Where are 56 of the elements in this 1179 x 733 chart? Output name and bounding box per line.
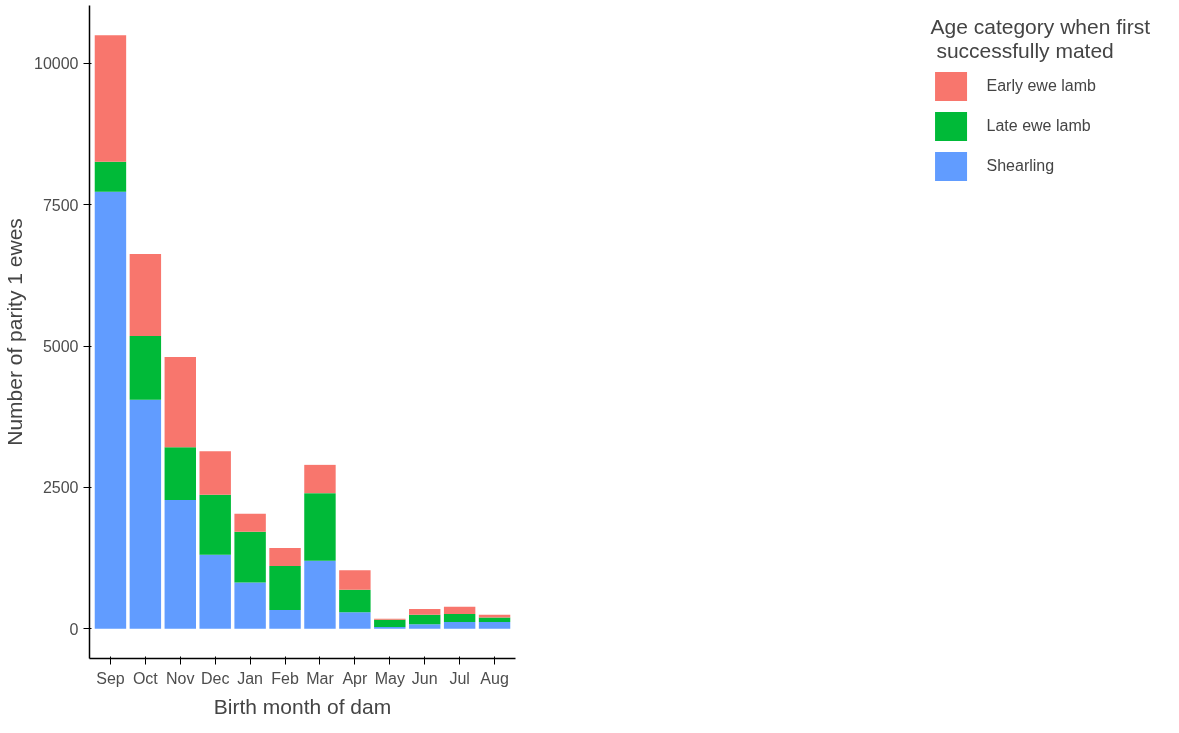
x-tick-label: Dec <box>200 669 230 687</box>
bar <box>443 614 476 623</box>
bar <box>129 253 162 336</box>
x-tick-label: Feb <box>271 669 299 687</box>
x-tick-label: Jul <box>449 669 470 687</box>
bar <box>164 499 196 629</box>
bar <box>199 494 231 555</box>
bar <box>304 560 336 629</box>
bar <box>199 451 231 495</box>
bar <box>269 609 301 629</box>
y-tick-label: 10000 <box>34 55 79 73</box>
bar <box>234 513 266 532</box>
bar <box>409 609 441 615</box>
x-tick-label: Mar <box>306 669 335 687</box>
bar <box>339 589 371 613</box>
bar <box>234 531 266 583</box>
bar <box>409 624 441 629</box>
legend-label: Early ewe lamb <box>986 77 1096 95</box>
bar <box>199 554 231 629</box>
x-tick-label: Sep <box>96 669 125 687</box>
bar <box>478 622 511 629</box>
bar <box>129 335 162 400</box>
legend-title: Age category when first successfully mated <box>930 15 1150 63</box>
bar <box>478 614 511 618</box>
x-tick-label: Oct <box>132 669 159 687</box>
bar <box>409 614 441 625</box>
x-tick-label: Nov <box>166 669 195 687</box>
x-tick-label: May <box>374 669 405 687</box>
y-tick-label: 7500 <box>42 196 79 214</box>
y-tick-label: 5000 <box>42 338 79 356</box>
x-tick-label: Aug <box>480 669 509 687</box>
bar <box>269 547 301 567</box>
bar <box>443 606 476 615</box>
bar <box>443 622 476 629</box>
bar <box>129 399 162 629</box>
bar <box>164 356 196 448</box>
legend-label: Shearling <box>986 157 1055 175</box>
bar <box>94 35 127 162</box>
bar <box>164 447 196 500</box>
bar <box>269 566 301 610</box>
bar <box>304 493 336 561</box>
legend-label: Late ewe lamb <box>986 117 1091 135</box>
bar <box>234 582 266 629</box>
y-tick-label: 2500 <box>42 479 79 497</box>
bar <box>339 612 371 629</box>
y-tick-label: 0 <box>69 620 79 638</box>
x-axis-title: Birth month of dam <box>213 694 392 718</box>
bar <box>374 619 406 628</box>
bar <box>339 570 371 590</box>
bar <box>304 464 336 494</box>
x-tick-label: Jun <box>411 669 438 687</box>
bar <box>94 161 127 192</box>
x-tick-label: Apr <box>342 669 368 687</box>
bar <box>94 191 127 629</box>
x-tick-label: Jan <box>237 669 264 687</box>
y-axis-title: Number of parity 1 ewes <box>3 218 27 446</box>
